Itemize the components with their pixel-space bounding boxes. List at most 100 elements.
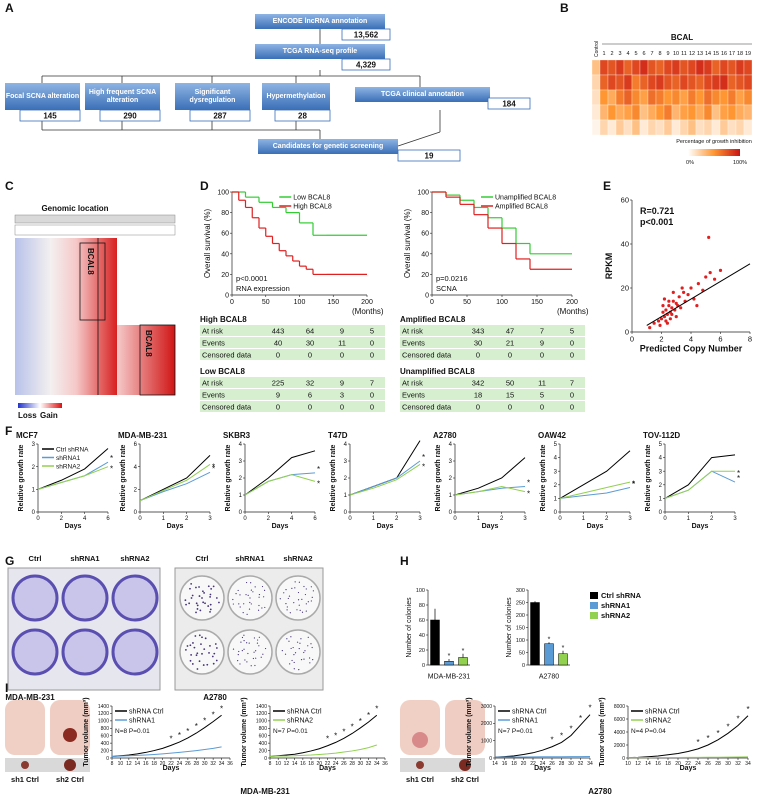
colony — [258, 596, 260, 598]
heatmap-cell — [735, 59, 745, 76]
point — [689, 286, 693, 290]
table-row — [400, 349, 585, 360]
x-axis-label: (Months) — [557, 307, 589, 316]
colony — [195, 654, 198, 657]
x-tick-label: 26 — [185, 761, 191, 767]
heatmap-cell — [671, 59, 681, 76]
heatmap-cell — [607, 89, 617, 106]
point — [670, 312, 674, 316]
x-tick-label: 22 — [325, 761, 331, 767]
heatmap-cell — [631, 119, 641, 136]
x-tick-label: 2 — [710, 516, 714, 522]
node-count: 184 — [502, 100, 516, 109]
heatmap-cell — [703, 74, 713, 91]
heatmap-cell — [687, 119, 697, 136]
y-tick-label: 3000 — [481, 704, 492, 710]
table-row — [200, 389, 385, 400]
x-axis-label: MDA-MB-231 — [428, 674, 471, 681]
colony — [293, 668, 295, 670]
series-line — [627, 756, 749, 759]
panel-label: H — [400, 554, 409, 568]
heatmap-cell — [591, 74, 601, 91]
colony — [243, 603, 245, 605]
colony — [208, 652, 210, 654]
significance: * — [359, 717, 362, 726]
colony — [218, 601, 220, 604]
row-label: At risk — [202, 379, 223, 388]
table-cell: 7 — [570, 379, 574, 388]
y-tick-label: 40 — [419, 633, 425, 639]
legend-label: shRNA Ctrl — [287, 708, 322, 715]
y-tick-label: 4 — [239, 442, 243, 448]
column-label: 7 — [650, 51, 653, 57]
column-label: Control — [594, 41, 600, 57]
heatmap-cell — [647, 74, 657, 91]
series-line — [349, 463, 421, 496]
y-tick-label: 4000 — [614, 730, 625, 736]
colony — [294, 652, 297, 654]
panel-label: I — [5, 681, 8, 695]
table-row — [200, 337, 385, 348]
x-tick-label: 30 — [725, 761, 731, 767]
table-cell: 47 — [506, 327, 514, 336]
x-tick-label: 30 — [568, 761, 574, 767]
x-tick-label: 14 — [492, 761, 498, 767]
heatmap-cell — [735, 74, 745, 91]
legend-gain: Gain — [40, 411, 58, 420]
significance: * — [562, 645, 565, 652]
legend-label: shRNA1 — [601, 601, 630, 610]
colony — [291, 659, 293, 662]
colony — [237, 589, 239, 592]
colony — [298, 581, 300, 583]
node-count: 19 — [425, 152, 434, 161]
node-label-box: Hypermethylation — [266, 93, 325, 100]
heatmap-cell — [711, 119, 721, 136]
colony — [307, 601, 309, 603]
y-tick-label: 8000 — [614, 704, 625, 710]
colony — [258, 593, 261, 596]
heatmap-cell — [599, 119, 609, 136]
colony — [287, 597, 289, 600]
x-tick-label: 1 — [372, 516, 376, 522]
row-label: At risk — [402, 379, 423, 388]
colony — [213, 652, 216, 655]
heatmap-cell — [599, 74, 609, 91]
table-cell: 0 — [308, 351, 312, 360]
node-count: 287 — [213, 112, 227, 121]
colony — [212, 585, 215, 588]
colony — [214, 643, 217, 645]
colony — [289, 663, 291, 665]
column-label: 5 — [634, 51, 637, 57]
x-tick-label: 16 — [143, 761, 149, 767]
y-tick-label: 600 — [259, 733, 268, 739]
series-line — [349, 460, 421, 496]
annotation: N=8 P=0.01 — [115, 728, 150, 735]
x-tick-label: 24 — [695, 761, 701, 767]
colony — [309, 662, 311, 664]
count-box — [341, 58, 391, 71]
column-label: shRNA1 — [235, 554, 264, 563]
x-tick-label: 14 — [292, 761, 298, 767]
bar — [430, 619, 440, 666]
significance: * — [169, 734, 172, 743]
table-cell: 0 — [370, 339, 374, 348]
table-cell: 0 — [508, 403, 512, 412]
point — [667, 299, 671, 303]
point — [679, 306, 683, 310]
table-cell: 0 — [276, 351, 280, 360]
colony — [254, 586, 256, 588]
legend-label: shRNA2 — [601, 611, 630, 620]
series-line — [454, 485, 526, 496]
colony — [262, 653, 264, 655]
legend-label: shRNA Ctrl — [645, 708, 680, 715]
heatmap-cell — [639, 74, 649, 91]
table-cell: 0 — [570, 403, 574, 412]
significance: * — [579, 714, 582, 723]
colony — [198, 595, 201, 597]
significance: * — [716, 729, 719, 738]
significance: * — [632, 480, 635, 489]
y-tick-label: 2 — [449, 476, 453, 482]
table-row — [200, 325, 385, 336]
table-cell: 9 — [276, 391, 280, 400]
count-box — [341, 28, 391, 41]
